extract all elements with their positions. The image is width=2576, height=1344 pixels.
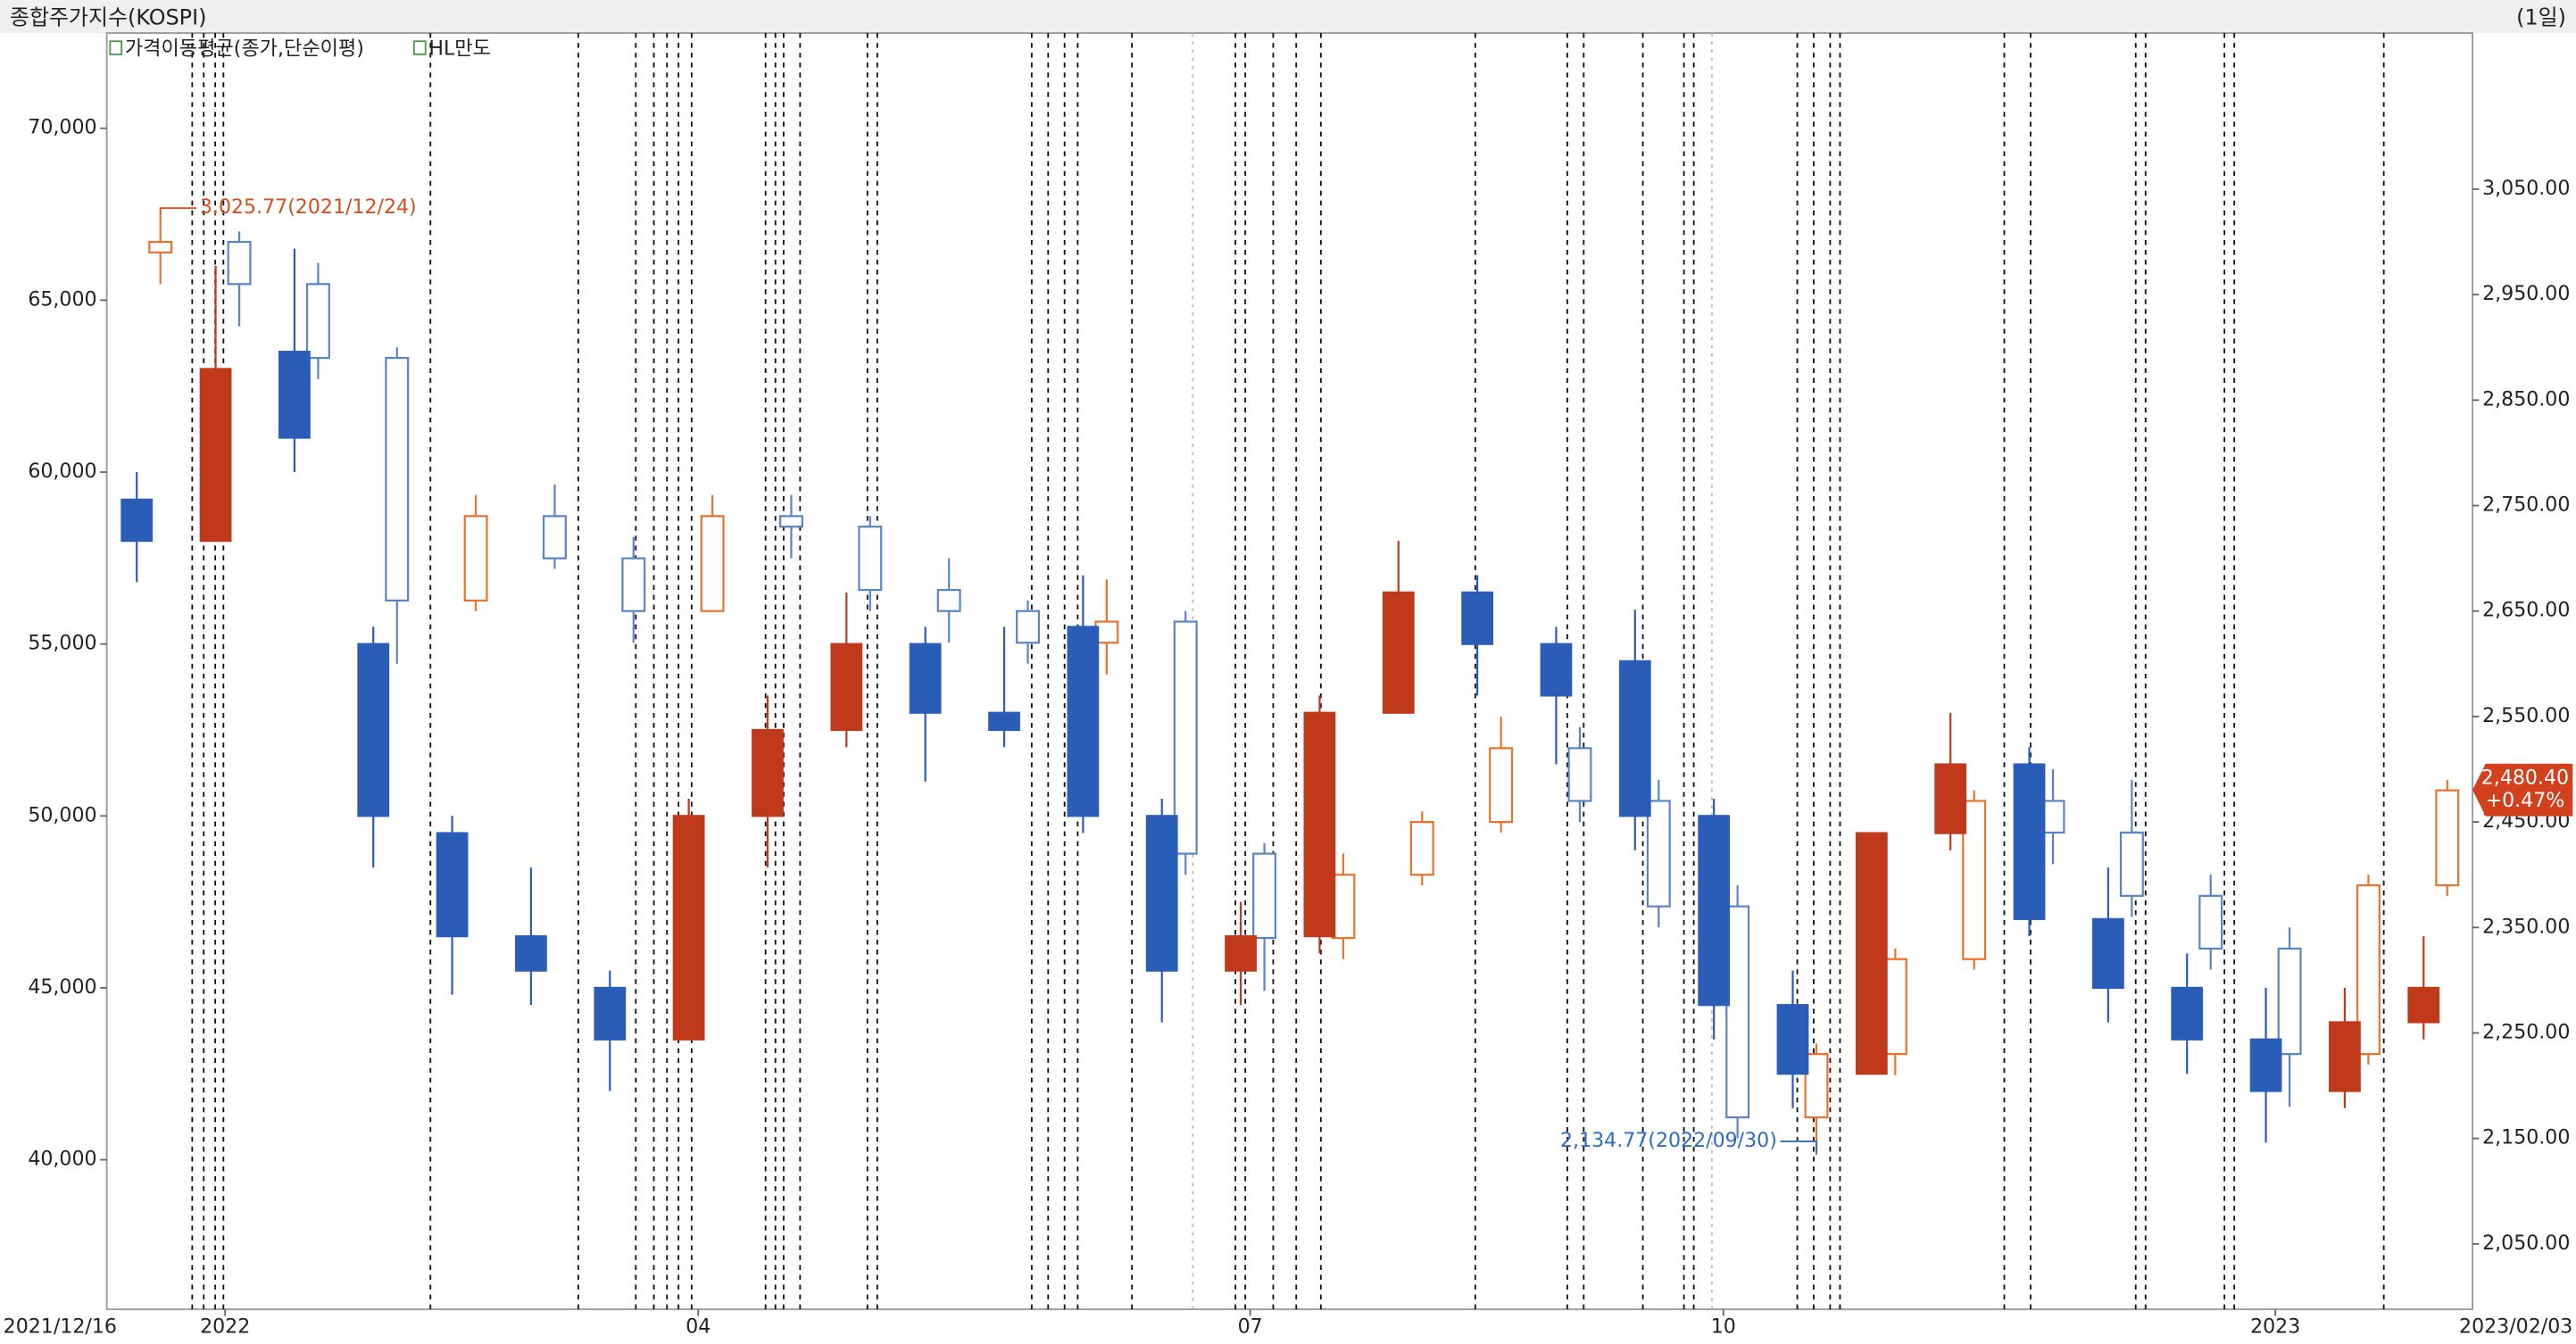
- y-tick-label: 45,000: [28, 976, 96, 999]
- candle-body: [1303, 711, 1336, 938]
- candle-body: [305, 283, 330, 360]
- candle-body: [120, 498, 154, 543]
- candle-body: [1409, 820, 1434, 876]
- candle-body: [700, 515, 725, 612]
- x-tick-label: 04: [686, 1315, 710, 1338]
- x-tick-label: 2023: [2250, 1315, 2300, 1338]
- candle-body: [2356, 884, 2381, 1056]
- candle-body: [1145, 815, 1178, 972]
- candle-body: [1540, 643, 1573, 697]
- x-tick-label: 2023/02/03: [2459, 1315, 2572, 1338]
- candle-body: [858, 526, 883, 592]
- candle-body: [463, 515, 488, 601]
- candle-body: [2249, 1038, 2282, 1092]
- candle-body: [1618, 660, 1651, 817]
- annotation: 2,134.77(2022/09/30): [1560, 1130, 1777, 1152]
- y-tick-label: 70,000: [28, 117, 96, 139]
- candle-body: [385, 356, 410, 601]
- candle-body: [227, 240, 252, 286]
- legend-label: 가격이동평균(종가,단순이평): [125, 37, 364, 60]
- y2-tick-label: 2,750.00: [2482, 494, 2570, 517]
- candle-body: [2329, 1021, 2361, 1092]
- candle-body: [1489, 747, 1514, 824]
- candle-body: [1252, 852, 1277, 940]
- candle-body: [1646, 800, 1671, 908]
- annotation: 3,025.77(2021/12/24): [200, 196, 417, 219]
- candle-body: [1067, 626, 1100, 817]
- candle-body: [1225, 935, 1257, 972]
- candle-body: [2171, 986, 2204, 1041]
- candle-body: [936, 588, 961, 612]
- candle-body: [621, 557, 646, 612]
- candle-body: [436, 832, 469, 938]
- candle-body: [1804, 1053, 1829, 1119]
- event-lines: [191, 33, 2385, 1310]
- candle-body: [909, 643, 942, 714]
- legend-icon: [109, 40, 123, 55]
- y-tick-label: 60,000: [28, 460, 96, 483]
- candle-body: [1855, 832, 1888, 1075]
- candle-body: [542, 515, 567, 560]
- y2-tick-label: 2,850.00: [2482, 388, 2570, 411]
- annotation-leader: [1780, 1141, 1817, 1155]
- header-bar: [0, 0, 2576, 34]
- candle-body: [2435, 789, 2460, 887]
- candle-body: [1461, 591, 1493, 645]
- y2-tick-label: 2,250.00: [2482, 1021, 2570, 1043]
- candle-body: [148, 240, 173, 253]
- y-tick-label: 50,000: [28, 804, 96, 826]
- y2-tick-label: 2,150.00: [2482, 1127, 2570, 1149]
- chart-title: 종합주가지수(KOSPI): [10, 4, 206, 29]
- x-tick-label: 07: [1238, 1315, 1263, 1338]
- candle-body: [1934, 763, 1967, 834]
- legend-label: HL만도: [428, 37, 491, 60]
- x-tick-label: 10: [1711, 1315, 1736, 1338]
- candle-body: [1016, 610, 1041, 644]
- candle-body: [1698, 815, 1731, 1007]
- x-tick-label: 2021/12/16: [4, 1315, 117, 1338]
- candle-body: [2119, 831, 2144, 897]
- y2-tick-label: 2,050.00: [2482, 1232, 2570, 1255]
- candle-body: [752, 728, 784, 817]
- candle-body: [357, 643, 390, 817]
- candle-body: [2198, 894, 2223, 950]
- candle-body: [672, 815, 705, 1041]
- candle-body: [1331, 874, 1356, 940]
- candle-body: [199, 368, 232, 543]
- candle-body: [779, 515, 803, 528]
- candle-body: [278, 351, 311, 439]
- candle-body: [2277, 947, 2302, 1056]
- y2-tick-label: 2,350.00: [2482, 916, 2570, 938]
- candle-body: [1725, 905, 1750, 1119]
- annotation-leader: [159, 207, 197, 215]
- period-label: (1일): [2516, 4, 2566, 29]
- candle-body: [594, 986, 627, 1041]
- legend-icon: [412, 40, 427, 55]
- candle-body: [2091, 917, 2124, 990]
- candle-body: [1776, 1004, 1809, 1075]
- candle-body: [2407, 986, 2440, 1024]
- y-tick-label: 40,000: [28, 1149, 96, 1171]
- y2-tick-label: 2,650.00: [2482, 600, 2570, 622]
- last-price-box: [2472, 763, 2573, 817]
- candle-body: [830, 643, 863, 732]
- y2-tick-label: 2,950.00: [2482, 283, 2570, 305]
- candle-body: [1962, 800, 1987, 960]
- last-price-change: +0.47%: [2486, 790, 2565, 812]
- plot-frame: [105, 32, 2473, 1311]
- candle-body: [1382, 591, 1415, 714]
- y2-tick-label: 2,550.00: [2482, 705, 2570, 727]
- y-tick-label: 65,000: [28, 288, 96, 311]
- candle-body: [988, 711, 1020, 732]
- candle-body: [515, 935, 547, 972]
- candle-body: [2013, 763, 2046, 920]
- candle-body: [1567, 747, 1592, 802]
- candle-body: [1173, 620, 1198, 855]
- y-tick-label: 55,000: [28, 633, 96, 655]
- last-price-label: 2,480.40: [2481, 767, 2569, 789]
- x-tick-label: 2022: [200, 1315, 250, 1338]
- y2-tick-label: 3,050.00: [2482, 178, 2570, 200]
